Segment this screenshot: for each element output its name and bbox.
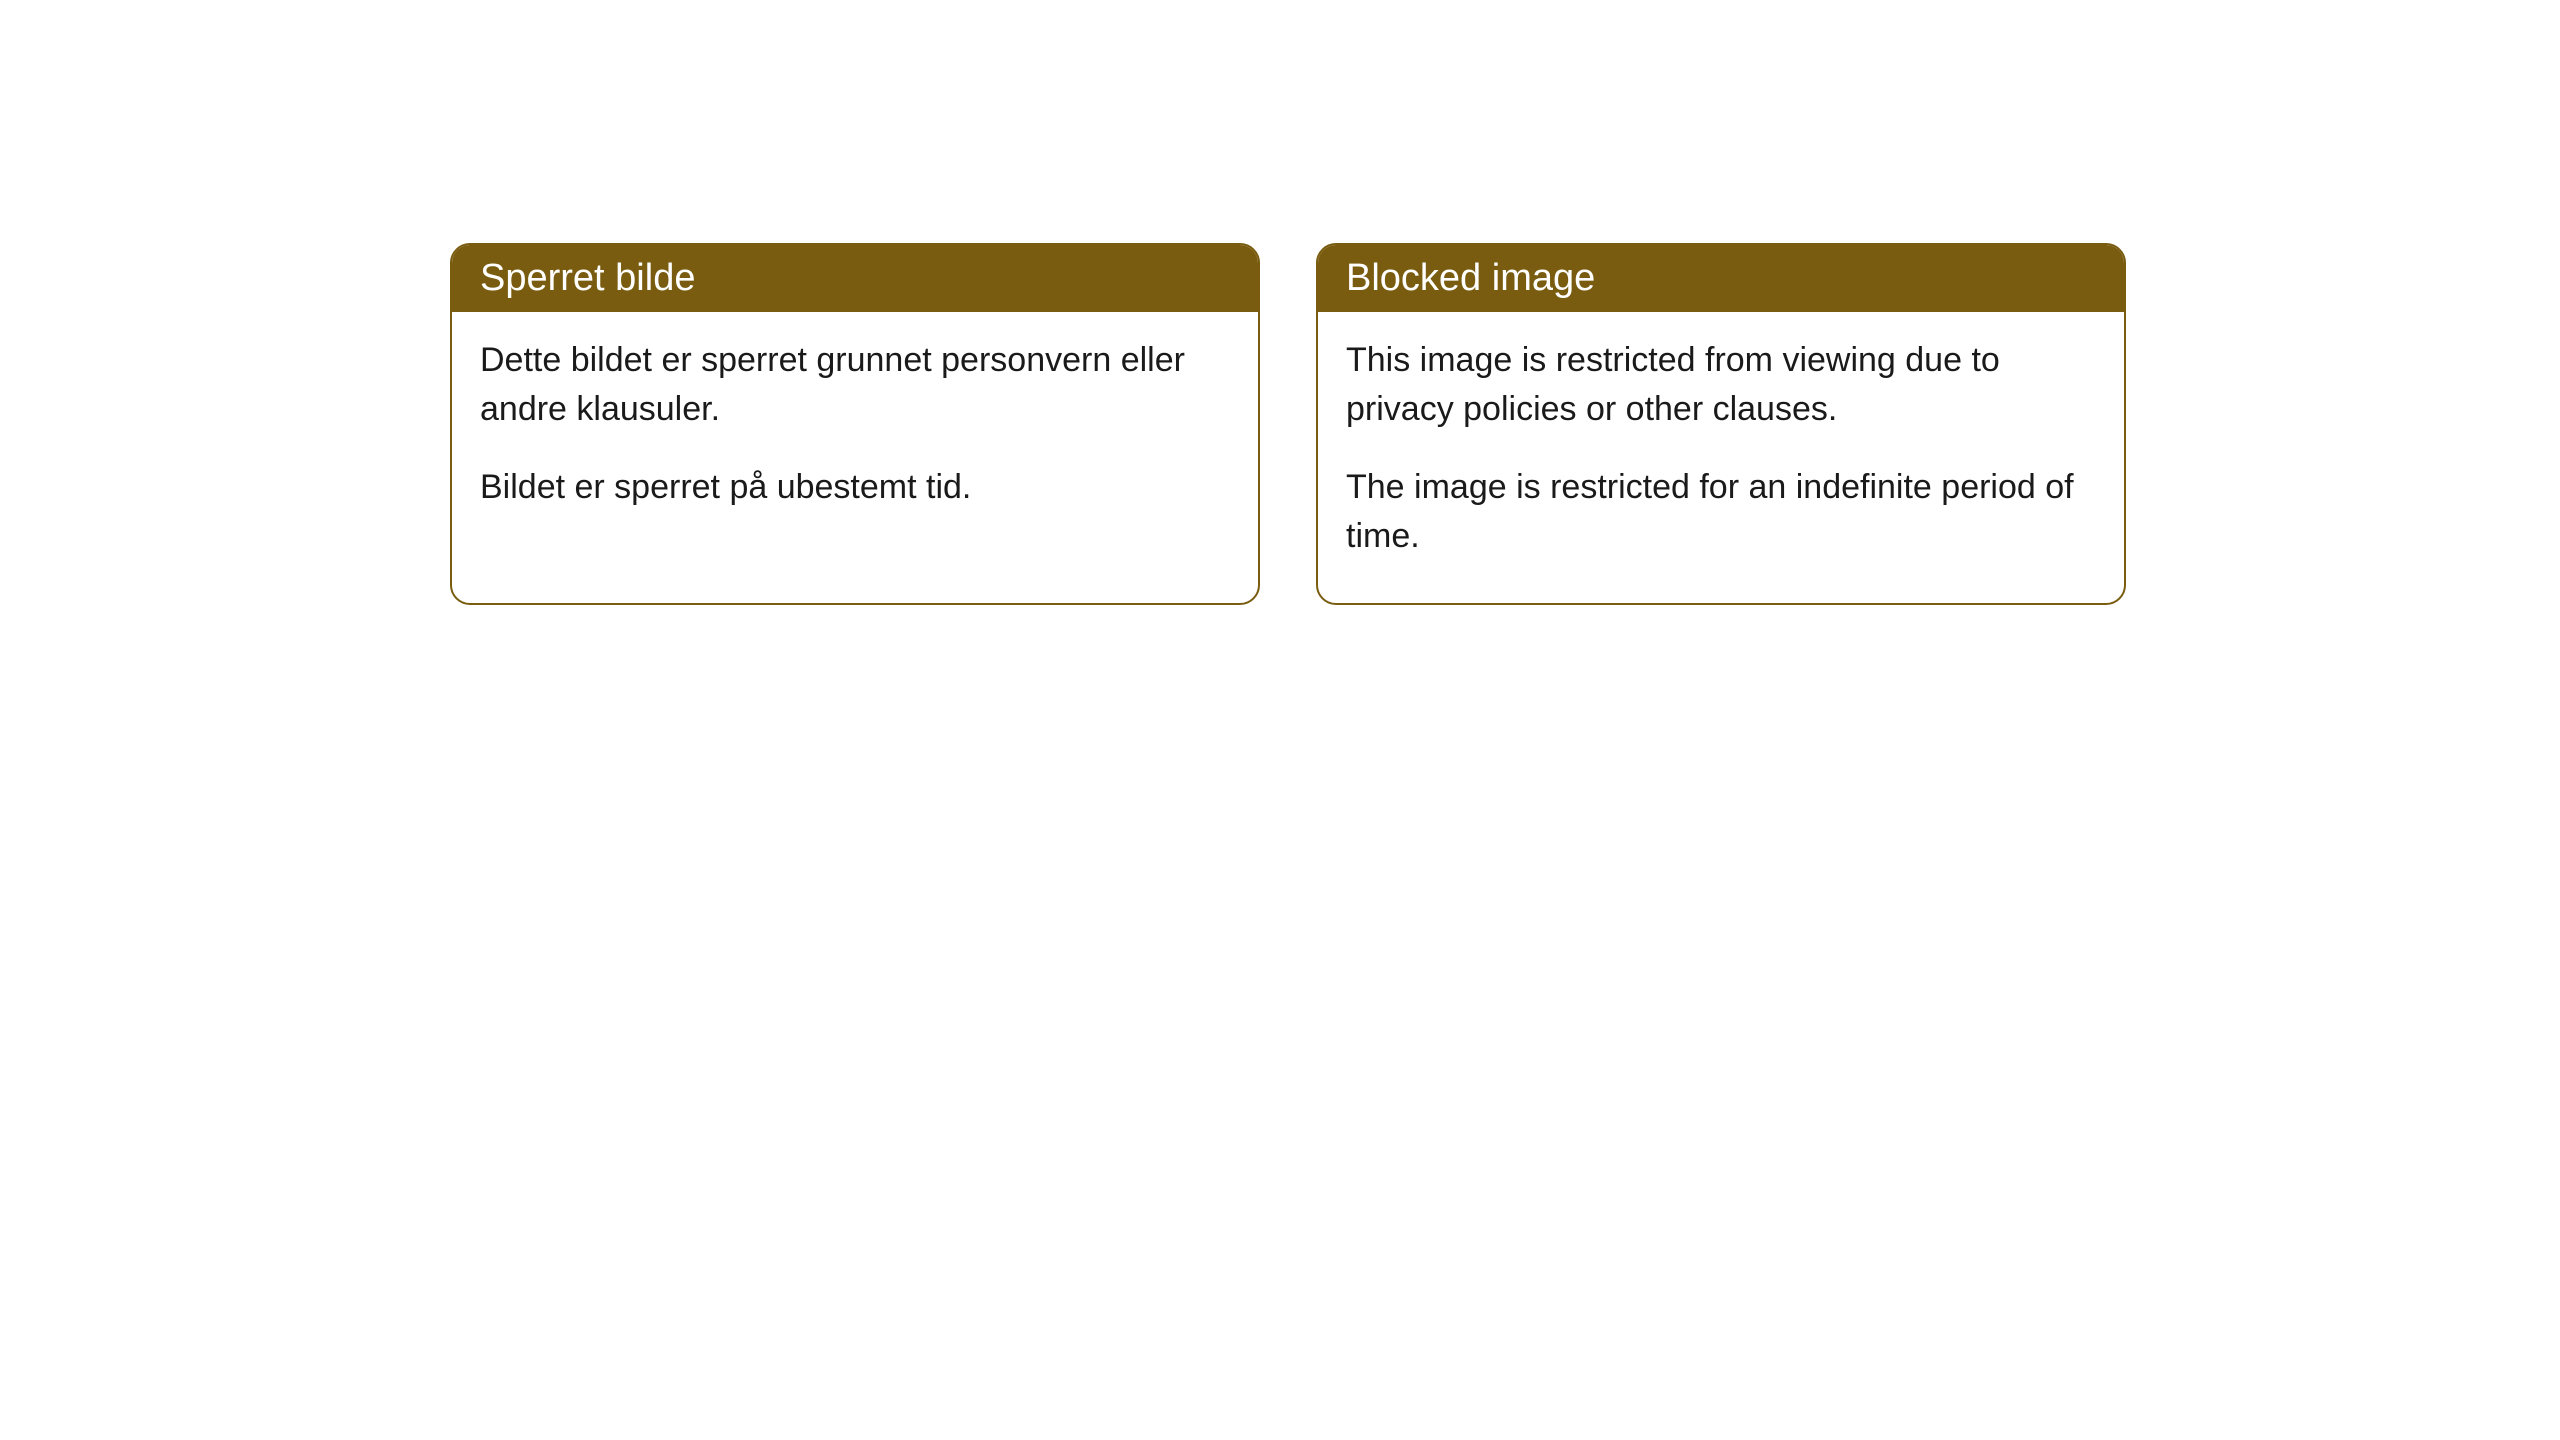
notice-cards-container: Sperret bilde Dette bildet er sperret gr… — [450, 243, 2126, 605]
card-body-norwegian: Dette bildet er sperret grunnet personve… — [452, 312, 1258, 554]
card-paragraph-2-norwegian: Bildet er sperret på ubestemt tid. — [480, 463, 1230, 512]
card-header-english: Blocked image — [1318, 245, 2124, 312]
card-paragraph-2-english: The image is restricted for an indefinit… — [1346, 463, 2096, 562]
card-paragraph-1-norwegian: Dette bildet er sperret grunnet personve… — [480, 336, 1230, 435]
card-body-english: This image is restricted from viewing du… — [1318, 312, 2124, 603]
blocked-image-card-norwegian: Sperret bilde Dette bildet er sperret gr… — [450, 243, 1260, 605]
card-paragraph-1-english: This image is restricted from viewing du… — [1346, 336, 2096, 435]
card-title-english: Blocked image — [1346, 257, 1595, 299]
card-title-norwegian: Sperret bilde — [480, 257, 695, 299]
blocked-image-card-english: Blocked image This image is restricted f… — [1316, 243, 2126, 605]
card-header-norwegian: Sperret bilde — [452, 245, 1258, 312]
